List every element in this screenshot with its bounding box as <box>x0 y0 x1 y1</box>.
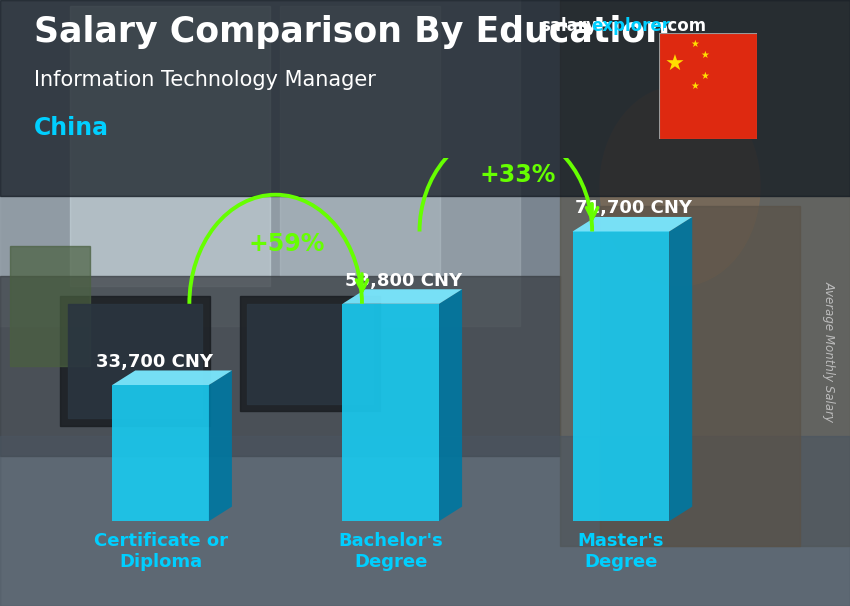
Polygon shape <box>343 289 462 304</box>
Text: ★: ★ <box>690 39 699 49</box>
Bar <box>112 385 209 521</box>
Bar <box>60 296 210 426</box>
Text: 53,800 CNY: 53,800 CNY <box>345 271 462 290</box>
Text: salary: salary <box>540 17 597 35</box>
Text: +59%: +59% <box>249 232 326 256</box>
Text: ★: ★ <box>700 71 709 81</box>
Text: .com: .com <box>661 17 706 35</box>
Bar <box>0 276 560 456</box>
Bar <box>280 6 440 276</box>
Text: explorer: explorer <box>591 17 670 35</box>
Text: ★: ★ <box>700 50 709 59</box>
Text: Average Monthly Salary: Average Monthly Salary <box>822 281 836 422</box>
Ellipse shape <box>600 86 760 286</box>
Text: Information Technology Manager: Information Technology Manager <box>34 70 376 90</box>
Polygon shape <box>573 217 692 231</box>
Bar <box>0 0 520 326</box>
Bar <box>560 0 850 546</box>
Text: 33,700 CNY: 33,700 CNY <box>96 353 213 371</box>
Polygon shape <box>669 217 692 521</box>
Text: ★: ★ <box>665 55 685 75</box>
Polygon shape <box>209 370 232 521</box>
Bar <box>0 0 850 196</box>
Text: ★: ★ <box>690 81 699 92</box>
Text: China: China <box>34 116 109 141</box>
Text: +33%: +33% <box>479 164 556 187</box>
Bar <box>0 436 850 606</box>
Bar <box>343 304 439 521</box>
Bar <box>247 304 373 404</box>
Bar <box>10 246 90 366</box>
Bar <box>573 231 669 521</box>
Polygon shape <box>439 289 462 521</box>
Polygon shape <box>112 370 232 385</box>
Bar <box>68 304 202 418</box>
Text: 71,700 CNY: 71,700 CNY <box>575 199 692 218</box>
Bar <box>600 206 800 546</box>
Bar <box>70 6 270 286</box>
Bar <box>240 296 380 411</box>
Text: Salary Comparison By Education: Salary Comparison By Education <box>34 15 670 49</box>
